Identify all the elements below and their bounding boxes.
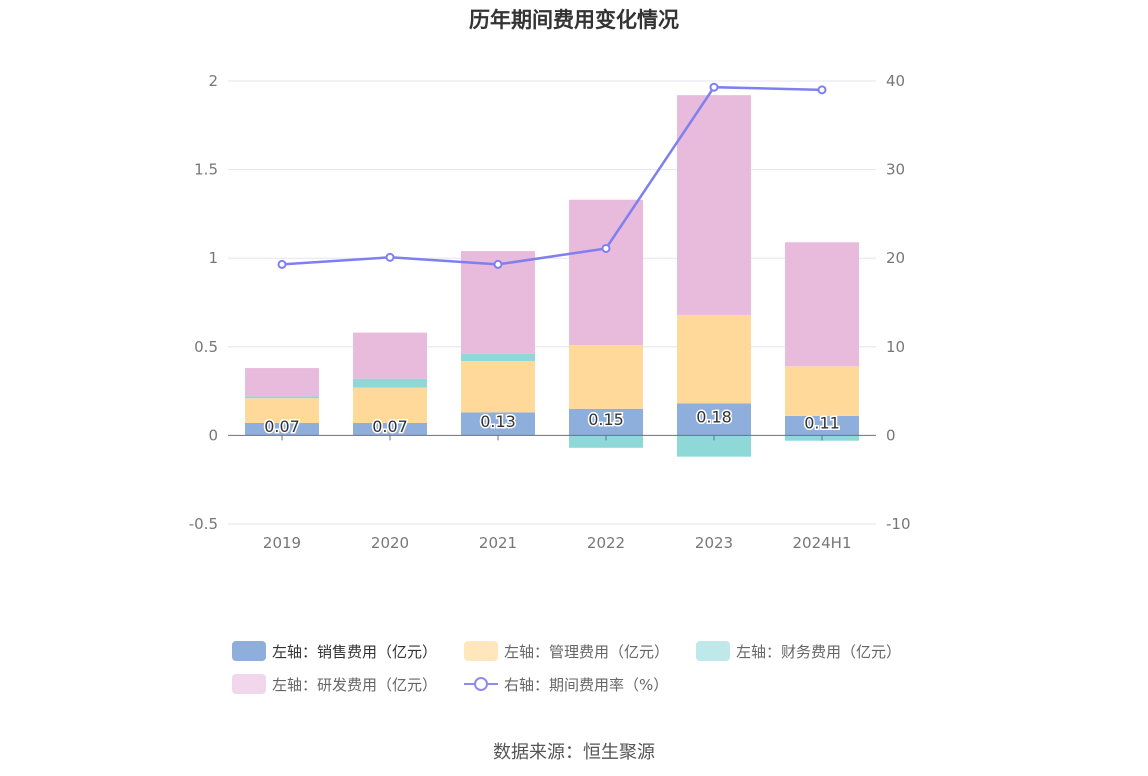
expense-ratio-point-2022: [601, 243, 611, 253]
y-left-tick-label: 0.5: [194, 338, 218, 356]
legend-label-sales: 左轴：销售费用（亿元）: [272, 642, 438, 661]
legend-line-marker-icon: [464, 674, 498, 694]
bar-series-2-2019: [245, 396, 319, 399]
expense-ratio-point-2021: [493, 259, 503, 269]
bar-series-1-2021: [461, 360, 535, 413]
data-label: 0.11: [804, 414, 840, 433]
legend-item-finance[interactable]: 左轴：财务费用（亿元）: [696, 638, 901, 664]
x-tick-label: 2022: [587, 534, 625, 552]
bar-series-0-2020: [353, 422, 427, 436]
legend-item-expense-ratio[interactable]: 右轴：期间费用率（%）: [464, 671, 668, 697]
bar-series-0-2021: [461, 412, 535, 436]
bar-series-2-2022: [569, 435, 643, 448]
y-right-tick-label: 30: [886, 161, 905, 179]
x-tick-label: 2021: [479, 534, 517, 552]
legend-swatch-sales: [232, 641, 266, 661]
legend-label-expense-ratio: 右轴：期间费用率（%）: [504, 675, 669, 694]
bar-series-0-2019: [245, 422, 319, 436]
legend-item-admin[interactable]: 左轴：管理费用（亿元）: [464, 638, 669, 664]
expense-ratio-line: [281, 85, 823, 266]
data-label: 0.18: [696, 407, 732, 426]
bar-series-0-2024H1: [785, 415, 859, 436]
y-right-tick-label: 0: [886, 426, 896, 444]
legend-label-admin: 左轴：管理费用（亿元）: [504, 642, 670, 661]
expense-ratio-point-2019: [277, 259, 287, 269]
bar-series-1-2023: [677, 314, 751, 404]
y-right-tick-label: 40: [886, 72, 905, 90]
bar-series-3-2024H1: [785, 242, 859, 367]
bar-series-3-2022: [569, 199, 643, 346]
data-label: 0.13: [480, 412, 516, 431]
y-left-tick-label: 1.5: [194, 161, 218, 179]
bar-series-1-2020: [353, 387, 427, 423]
chart-title: 历年期间费用变化情况: [469, 8, 679, 32]
legend-item-sales[interactable]: 左轴：销售费用（亿元）: [232, 638, 437, 664]
legend-swatch-admin: [464, 641, 498, 661]
data-label: 0.15: [588, 410, 624, 429]
y-right-tick-label: 20: [886, 249, 905, 267]
bar-series-1-2024H1: [785, 366, 859, 416]
bar-series-0-2022: [569, 408, 643, 436]
y-left-tick-label: 0: [208, 426, 218, 444]
x-tick-label: 2023: [695, 534, 733, 552]
y-right-tick-label: -10: [886, 515, 911, 533]
bar-series-3-2019: [245, 368, 319, 397]
legend-swatch-finance: [696, 641, 730, 661]
bar-series-1-2022: [569, 345, 643, 409]
bar-series-2-2020: [353, 378, 427, 388]
bar-series-1-2019: [245, 398, 319, 423]
legend-label-finance: 左轴：财务费用（亿元）: [736, 642, 902, 661]
x-tick-label: 2024H1: [793, 534, 852, 552]
y-left-tick-label: -0.5: [189, 515, 218, 533]
bar-series-2-2023: [677, 435, 751, 457]
data-label: 0.07: [372, 417, 408, 436]
bar-series-0-2023: [677, 403, 751, 436]
expense-ratio-point-2023: [709, 82, 719, 92]
y-left-tick-label: 1: [208, 249, 218, 267]
expense-ratio-point-2020: [385, 252, 395, 262]
legend-label-rnd: 左轴：研发费用（亿元）: [272, 675, 438, 694]
source-note: 数据来源：恒生聚源: [493, 742, 655, 763]
bar-series-2-2021: [461, 353, 535, 361]
x-tick-label: 2019: [263, 534, 301, 552]
data-label: 0.07: [264, 417, 300, 436]
legend-swatch-rnd: [232, 674, 266, 694]
y-right-tick-label: 10: [886, 338, 905, 356]
expense-ratio-point-2024H1: [817, 85, 827, 95]
y-left-tick-label: 2: [208, 72, 218, 90]
legend-item-rnd[interactable]: 左轴：研发费用（亿元）: [232, 671, 437, 697]
x-tick-label: 2020: [371, 534, 409, 552]
bar-series-3-2020: [353, 332, 427, 379]
bar-series-3-2023: [677, 95, 751, 315]
